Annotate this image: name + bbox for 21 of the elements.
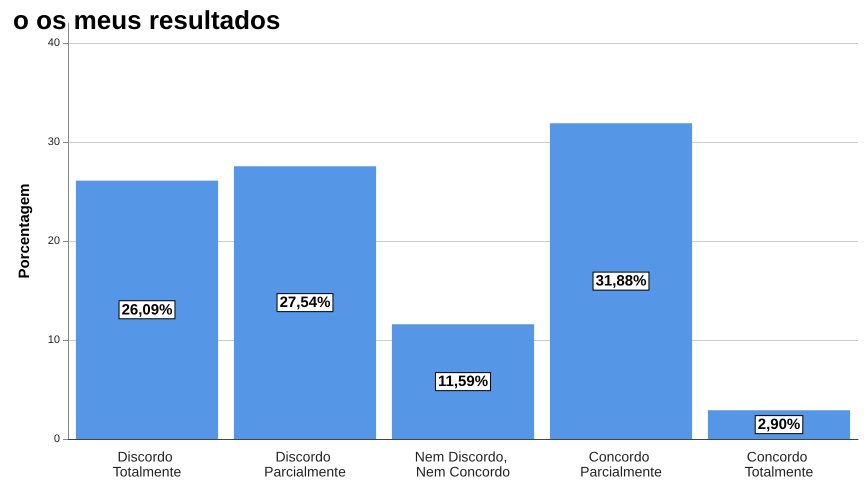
- y-tick-label: 10: [48, 334, 60, 346]
- y-axis-title: Porcentagem: [16, 183, 33, 279]
- x-tick-label: Concordo Parcialmente: [580, 448, 662, 480]
- bar: [234, 166, 376, 439]
- data-label: 27,54%: [280, 294, 330, 312]
- data-label: 11,59%: [438, 373, 488, 390]
- x-tick-label: Nem Discordo, Nem Concordo: [414, 448, 512, 480]
- data-label: 31,88%: [596, 272, 646, 290]
- data-label: 2,90%: [758, 416, 800, 434]
- chart-title: o os meus resultados: [13, 5, 280, 35]
- data-label: 26,09%: [122, 301, 172, 318]
- bar: [550, 123, 692, 439]
- bar: [76, 180, 218, 439]
- x-tick-label: Discordo Parcialmente: [264, 448, 346, 480]
- y-tick-label: 40: [48, 36, 60, 49]
- y-tick-label: 0: [54, 433, 60, 445]
- bar: [392, 324, 534, 439]
- x-tick-label: Discordo Totalmente: [112, 448, 182, 480]
- y-tick-label: 20: [48, 234, 60, 247]
- y-tick-label: 30: [48, 136, 60, 148]
- x-tick-label: Concordo Totalmente: [744, 448, 814, 480]
